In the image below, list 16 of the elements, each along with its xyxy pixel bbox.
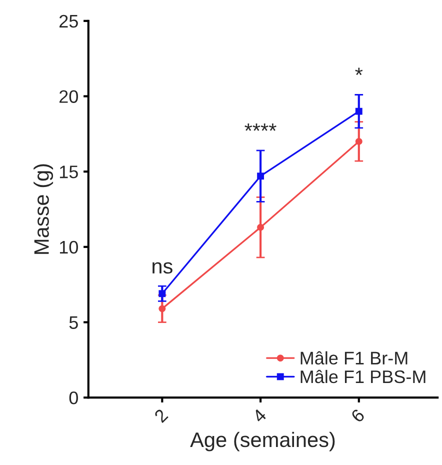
legend-label: Mâle F1 PBS-M — [300, 370, 426, 384]
y-tick-label: 20 — [60, 90, 78, 103]
x-tick-label: 4 — [252, 408, 268, 424]
y-tick-label: 0 — [69, 392, 78, 404]
y-tick-label: 15 — [60, 166, 78, 178]
y-tick-label: 10 — [60, 240, 78, 254]
y-tick-label: 5 — [69, 316, 78, 329]
legend-label: Mâle F1 Br-M — [300, 351, 408, 365]
x-tick-label: 2 — [154, 408, 168, 424]
x-tick-label: 6 — [350, 408, 366, 424]
annotation: **** — [244, 124, 276, 131]
x-axis-title: Age (semaines) — [190, 432, 335, 452]
y-axis-title: Masse (g) — [34, 164, 54, 254]
annotation: ns — [152, 262, 172, 274]
y-tick-label: 25 — [60, 14, 78, 28]
annotation: * — [355, 68, 363, 76]
